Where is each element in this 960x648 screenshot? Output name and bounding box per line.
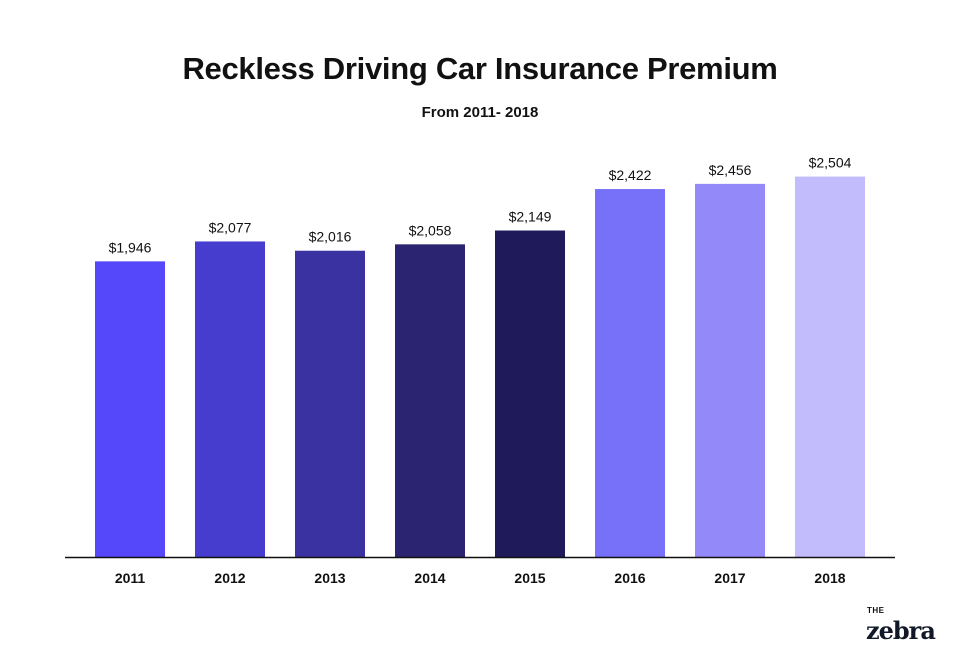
bar-2012 [195, 241, 265, 558]
data-label-2014: $2,058 [409, 222, 452, 238]
data-label-2012: $2,077 [209, 219, 252, 235]
bar-2017 [695, 183, 765, 557]
x-tick-label-2014: 2014 [414, 570, 445, 586]
data-label-2013: $2,016 [309, 229, 352, 245]
chart-title: Reckless Driving Car Insurance Premium [182, 51, 778, 86]
x-tick-label-2011: 2011 [115, 570, 146, 586]
x-tick-label-2018: 2018 [814, 570, 845, 586]
bar-2018 [795, 176, 865, 558]
bar-2016 [595, 189, 665, 558]
bar-2014 [395, 244, 465, 558]
bar-2015 [495, 230, 565, 557]
x-tick-label-2013: 2013 [314, 570, 345, 586]
chart-subtitle: From 2011- 2018 [421, 104, 539, 121]
x-tick-label-2016: 2016 [614, 570, 645, 586]
data-label-2015: $2,149 [509, 209, 552, 225]
x-tick-label-2015: 2015 [514, 570, 545, 586]
data-label-2017: $2,456 [709, 162, 752, 178]
data-label-2018: $2,504 [809, 155, 852, 171]
x-tick-label-2012: 2012 [214, 570, 245, 586]
bar-2011 [95, 261, 165, 557]
data-label-2011: $1,946 [109, 239, 152, 255]
data-label-2016: $2,422 [609, 167, 652, 183]
x-tick-label-2017: 2017 [714, 570, 745, 586]
bar-2013 [295, 250, 365, 557]
logo-the: THE [867, 606, 885, 615]
logo-zebra: zebra [866, 616, 936, 645]
